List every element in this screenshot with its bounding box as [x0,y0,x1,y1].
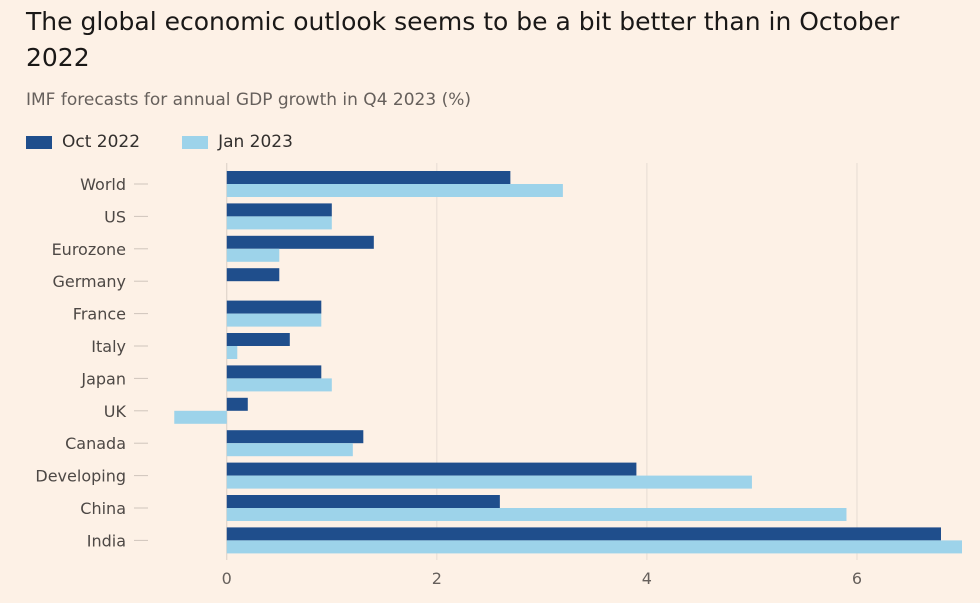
legend: Oct 2022 Jan 2023 [26,132,335,152]
bar-jan-2023-china [226,508,847,521]
category-label-india: India [87,531,126,550]
bar-jan-2023-developing [226,475,752,489]
category-label-developing: Developing [35,467,126,486]
bar-jan-2023-uk [174,410,227,424]
category-label-eurozone: Eurozone [52,240,126,259]
category-label-world: World [80,175,126,194]
bar-oct-2022-uk [226,397,248,411]
category-label-us: US [104,207,126,226]
category-label-germany: Germany [52,272,126,291]
bar-jan-2023-canada [226,443,353,457]
category-label-france: France [73,305,126,324]
legend-swatch-oct-2022 [26,135,52,149]
bar-jan-2023-world [226,184,563,197]
chart-title: The global economic outlook seems to be … [26,7,900,72]
bar-oct-2022-france [226,300,322,314]
bar-jan-2023-italy [226,346,238,359]
bar-jan-2023-us [226,216,332,230]
bar-oct-2022-us [226,203,332,217]
legend-swatch-jan-2023 [182,135,209,149]
category-label-uk: UK [104,402,127,421]
bar-oct-2022-china [226,495,500,508]
legend-label-oct-2022: Oct 2022 [62,132,141,152]
bar-jan-2023-japan [226,378,332,392]
x-tick-label-4: 4 [642,569,652,588]
category-label-italy: Italy [91,337,126,356]
bar-jan-2023-france [226,313,322,327]
legend-label-jan-2023: Jan 2023 [218,132,293,152]
x-tick-label-0: 0 [222,569,232,588]
x-tick-label-2: 2 [432,569,442,588]
bar-oct-2022-japan [226,365,322,379]
bar-oct-2022-developing [226,462,637,476]
bar-oct-2022-eurozone [226,235,374,249]
chart-subtitle: IMF forecasts for annual GDP growth in Q… [26,90,471,110]
category-label-china: China [80,499,126,518]
legend-item-jan-2023: Jan 2023 [182,132,293,152]
bar-jan-2023-eurozone [226,248,280,262]
x-tick-label-6: 6 [852,569,862,588]
category-label-canada: Canada [65,434,126,453]
bar-oct-2022-germany [226,268,280,282]
bar-oct-2022-italy [226,333,290,346]
legend-item-oct-2022: Oct 2022 [26,132,140,152]
bar-oct-2022-india [226,527,941,541]
bar-oct-2022-canada [226,430,364,444]
category-label-japan: Japan [80,369,126,388]
bar-oct-2022-world [226,171,511,184]
bar-jan-2023-india [226,540,963,554]
